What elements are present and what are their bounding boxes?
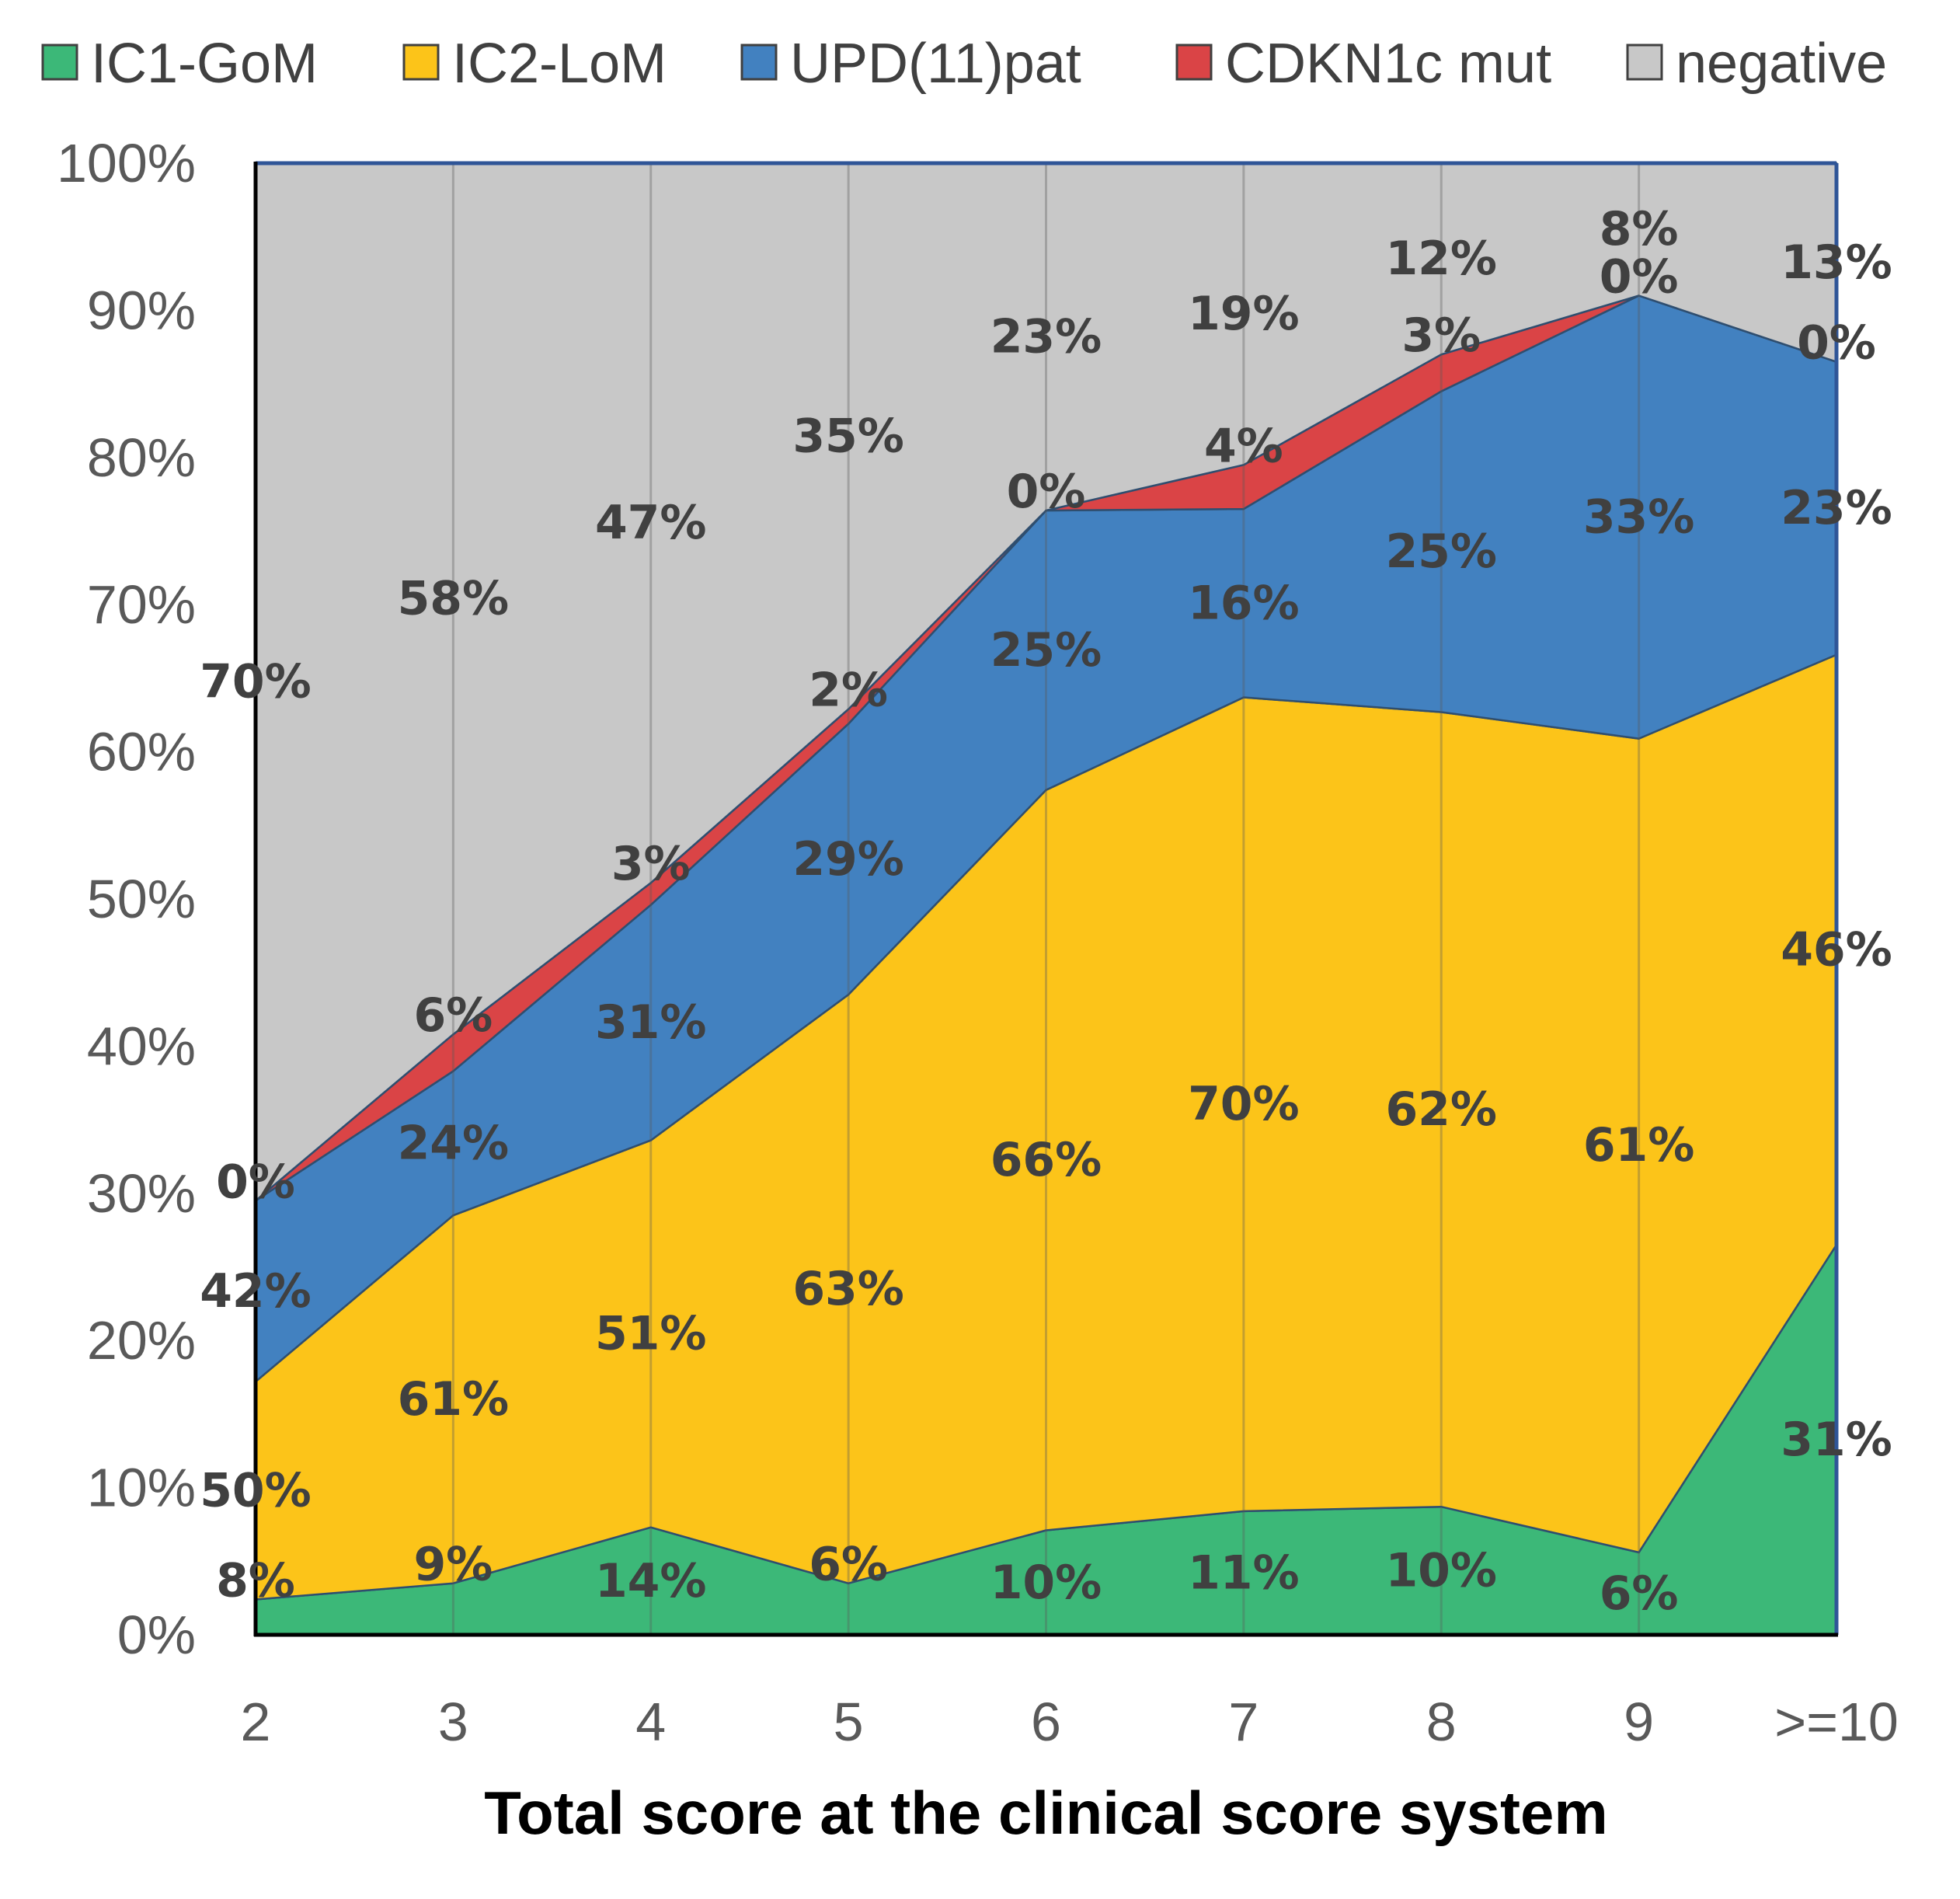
data-label-ic2-lom: 46% [1781, 922, 1892, 977]
data-label-ic2-lom: 63% [792, 1262, 904, 1316]
data-label-negative: 12% [1385, 232, 1497, 286]
data-label-cdkn1c-mut: 0% [1007, 465, 1086, 519]
data-label-negative: 8% [1600, 202, 1679, 256]
data-label-ic1-gom: 6% [809, 1538, 888, 1592]
legend-label: UPD(11)pat [790, 33, 1081, 95]
y-tick-label: 20% [87, 1310, 196, 1371]
legend-label: IC2-LoM [452, 33, 667, 95]
x-tick-label: 2 [241, 1692, 271, 1752]
data-label-negative: 58% [398, 572, 510, 626]
y-tick-label: 40% [87, 1016, 196, 1076]
y-tick-label: 100% [57, 133, 196, 193]
data-label-ic1-gom: 6% [1600, 1566, 1679, 1621]
legend-item-ic1-gom: IC1-GoM [41, 33, 318, 95]
data-label-ic2-lom: 61% [1583, 1118, 1695, 1173]
legend-swatch-upd-11-pat [740, 44, 778, 81]
data-label-upd-11-pat: 29% [792, 832, 904, 887]
data-label-cdkn1c-mut: 4% [1204, 419, 1283, 473]
data-label-ic2-lom: 70% [1188, 1077, 1300, 1131]
legend-item-upd-11-pat: UPD(11)pat [740, 33, 1081, 95]
data-label-ic2-lom: 61% [398, 1372, 510, 1427]
y-tick-label: 70% [87, 574, 196, 635]
data-label-upd-11-pat: 24% [398, 1116, 510, 1170]
x-tick-label: 6 [1031, 1692, 1061, 1752]
data-label-cdkn1c-mut: 3% [611, 837, 691, 891]
x-tick-label: 3 [438, 1692, 468, 1752]
data-label-ic1-gom: 31% [1781, 1413, 1892, 1467]
data-label-cdkn1c-mut: 3% [1401, 308, 1481, 363]
y-tick-label: 90% [87, 280, 196, 340]
data-label-ic1-gom: 9% [413, 1538, 493, 1592]
legend-label: IC1-GoM [91, 33, 318, 95]
data-label-ic2-lom: 66% [990, 1133, 1102, 1187]
data-label-negative: 70% [200, 655, 312, 709]
data-label-negative: 35% [792, 409, 904, 463]
data-label-ic2-lom: 62% [1385, 1082, 1497, 1137]
legend-item-negative: negative [1626, 33, 1887, 95]
data-label-upd-11-pat: 31% [595, 995, 707, 1050]
data-label-ic2-lom: 51% [595, 1307, 707, 1361]
data-label-cdkn1c-mut: 0% [216, 1155, 295, 1209]
data-label-upd-11-pat: 25% [990, 623, 1102, 678]
data-label-upd-11-pat: 25% [1385, 524, 1497, 579]
data-label-ic2-lom: 50% [200, 1463, 312, 1517]
data-label-negative: 23% [990, 309, 1102, 364]
y-tick-label: 60% [87, 722, 196, 782]
legend-swatch-negative [1626, 44, 1663, 81]
y-tick-label: 10% [87, 1458, 196, 1518]
data-label-ic1-gom: 8% [216, 1554, 295, 1608]
data-label-negative: 13% [1781, 235, 1892, 290]
legend-item-ic2-lom: IC2-LoM [402, 33, 667, 95]
x-tick-label: 4 [635, 1692, 666, 1752]
data-label-negative: 47% [595, 496, 707, 550]
data-label-cdkn1c-mut: 0% [1600, 249, 1679, 304]
x-tick-label: >=10 [1774, 1692, 1899, 1752]
data-label-cdkn1c-mut: 2% [809, 664, 888, 718]
data-label-ic1-gom: 11% [1188, 1545, 1300, 1600]
y-tick-label: 80% [87, 427, 196, 488]
data-label-upd-11-pat: 16% [1188, 576, 1300, 630]
legend-label: CDKN1c mut [1225, 33, 1551, 95]
legend-swatch-ic1-gom [41, 44, 78, 81]
data-label-cdkn1c-mut: 6% [413, 988, 493, 1043]
x-tick-label: 7 [1228, 1692, 1259, 1752]
y-tick-label: 50% [87, 869, 196, 929]
data-label-upd-11-pat: 33% [1583, 490, 1695, 545]
x-tick-label: 9 [1624, 1692, 1654, 1752]
legend-label: negative [1676, 33, 1887, 95]
legend-swatch-ic2-lom [402, 44, 440, 81]
legend-item-cdkn1c-mut: CDKN1c mut [1175, 33, 1551, 95]
data-label-upd-11-pat: 23% [1781, 481, 1892, 535]
y-tick-label: 30% [87, 1163, 196, 1224]
data-label-cdkn1c-mut: 0% [1797, 316, 1876, 371]
x-tick-label: 5 [834, 1692, 864, 1752]
legend-swatch-cdkn1c-mut [1175, 44, 1213, 81]
data-label-ic1-gom: 10% [990, 1556, 1102, 1610]
x-axis-title: Total score at the clinical score system [484, 1779, 1608, 1847]
x-tick-label: 8 [1426, 1692, 1457, 1752]
data-label-upd-11-pat: 42% [200, 1264, 312, 1319]
data-label-ic1-gom: 14% [595, 1554, 707, 1608]
data-label-negative: 19% [1188, 287, 1300, 341]
y-tick-label: 0% [117, 1605, 196, 1665]
data-label-ic1-gom: 10% [1385, 1544, 1497, 1598]
